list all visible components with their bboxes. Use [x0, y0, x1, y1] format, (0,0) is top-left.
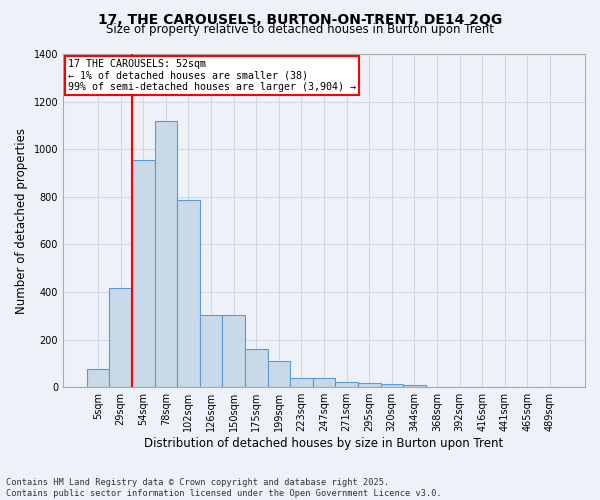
Bar — [87, 370, 109, 387]
Text: Contains HM Land Registry data © Crown copyright and database right 2025.
Contai: Contains HM Land Registry data © Crown c… — [6, 478, 442, 498]
Bar — [358, 384, 380, 387]
Text: 17 THE CAROUSELS: 52sqm
← 1% of detached houses are smaller (38)
99% of semi-det: 17 THE CAROUSELS: 52sqm ← 1% of detached… — [68, 59, 356, 92]
Bar — [132, 160, 155, 387]
Bar — [403, 385, 426, 387]
Bar — [380, 384, 403, 387]
Bar — [200, 314, 223, 387]
Bar — [155, 120, 177, 387]
Text: Size of property relative to detached houses in Burton upon Trent: Size of property relative to detached ho… — [106, 22, 494, 36]
Bar — [335, 382, 358, 387]
Y-axis label: Number of detached properties: Number of detached properties — [15, 128, 28, 314]
Bar — [245, 349, 268, 387]
Bar — [223, 314, 245, 387]
Bar — [313, 378, 335, 387]
Bar — [268, 361, 290, 387]
Text: 17, THE CAROUSELS, BURTON-ON-TRENT, DE14 2QG: 17, THE CAROUSELS, BURTON-ON-TRENT, DE14… — [98, 12, 502, 26]
Bar — [177, 200, 200, 387]
Bar — [109, 288, 132, 387]
Bar — [290, 378, 313, 387]
X-axis label: Distribution of detached houses by size in Burton upon Trent: Distribution of detached houses by size … — [145, 437, 503, 450]
